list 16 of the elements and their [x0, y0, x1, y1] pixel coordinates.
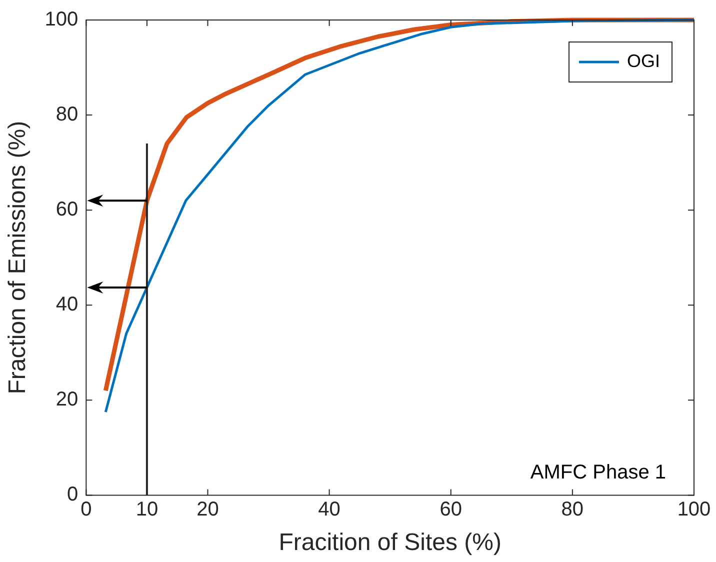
y-axis-title: Fraction of Emissions (%)	[4, 120, 32, 394]
legend-label: OGI	[626, 50, 660, 71]
x-tick-label: 20	[196, 498, 219, 521]
x-tick-label: 60	[440, 498, 462, 521]
x-tick-label: 100	[677, 498, 711, 521]
x-tick-label: 10	[136, 498, 158, 521]
y-tick-label: 100	[44, 8, 78, 31]
x-tick-label: 80	[561, 498, 584, 521]
y-tick-label: 40	[56, 294, 78, 316]
annotation: AMFC Phase 1	[530, 462, 666, 484]
y-tick-label: 60	[56, 198, 78, 221]
y-tick-label: 20	[56, 388, 78, 411]
x-axis-title: Fracition of Sites (%)	[278, 529, 502, 556]
x-tick-label: 40	[318, 498, 340, 521]
y-tick-label: 80	[56, 104, 78, 126]
y-tick-label: 0	[67, 484, 78, 506]
